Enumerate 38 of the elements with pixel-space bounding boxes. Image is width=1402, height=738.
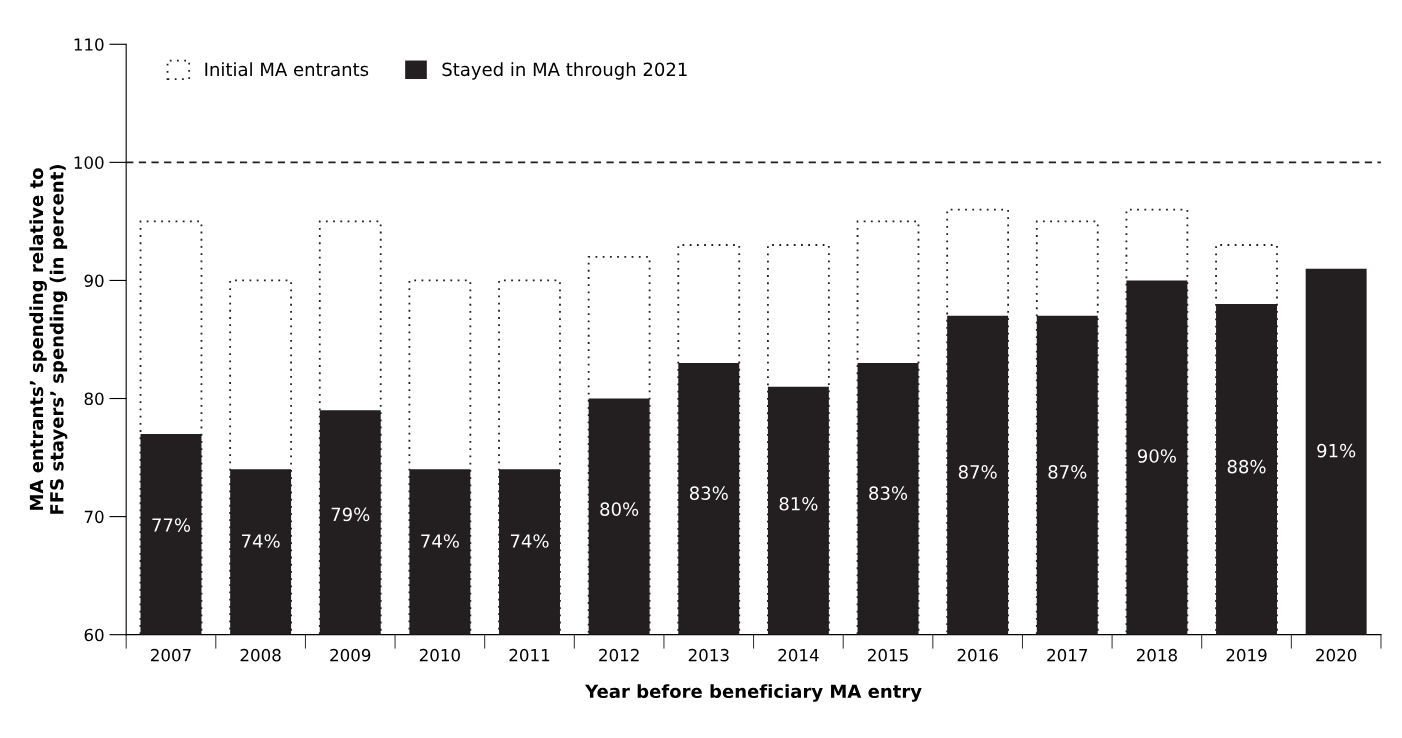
data-label: 91%: [1317, 443, 1356, 458]
x-tick-label: 2015: [868, 648, 908, 662]
x-tick-label: 2007: [151, 648, 191, 662]
x-tick-label: 2011: [509, 648, 550, 662]
x-axis-title: Year before beneficiary MA entry: [584, 684, 922, 702]
x-tick-label: 2014: [778, 648, 819, 662]
legend-label: Initial MA entrants: [205, 62, 369, 77]
x-tick-label: 2008: [240, 648, 281, 662]
data-label: 74%: [510, 534, 549, 548]
data-label: 87%: [958, 465, 997, 479]
x-tick-label: 2012: [599, 648, 639, 662]
y-tick-label: 80: [84, 392, 104, 406]
y-tick-label: 110: [74, 38, 104, 51]
data-label: 79%: [331, 507, 370, 522]
y-tick-label: 100: [74, 156, 104, 169]
data-label: 81%: [779, 496, 818, 511]
data-label: 80%: [600, 502, 639, 516]
x-tick-label: 2020: [1316, 648, 1357, 662]
x-tick-label: 2017: [1047, 648, 1088, 662]
x-tick-label: 2019: [1226, 648, 1267, 662]
data-label: 83%: [869, 486, 908, 500]
data-label: 74%: [242, 534, 280, 548]
y-tick-label: 70: [84, 510, 104, 524]
data-label: 74%: [421, 534, 459, 548]
x-tick-label: 2016: [957, 648, 998, 662]
x-tick-label: 2013: [688, 648, 729, 662]
legend-label: Stayed in MA through 2021: [442, 62, 687, 80]
data-label: 77%: [152, 518, 191, 532]
data-label: 87%: [1048, 465, 1087, 479]
y-tick-label: 90: [84, 274, 104, 288]
y-axis-title: MA entrants’ spending relative to FFS stayers’ spending (in percent): [29, 165, 68, 514]
data-label: 83%: [689, 486, 728, 500]
y-tick-label: 60: [84, 628, 104, 642]
data-label: 90%: [1137, 449, 1176, 463]
data-label: 88%: [1227, 459, 1266, 474]
x-tick-label: 2010: [419, 648, 460, 662]
x-tick-label: 2018: [1136, 648, 1177, 662]
x-tick-label: 2009: [330, 648, 371, 662]
